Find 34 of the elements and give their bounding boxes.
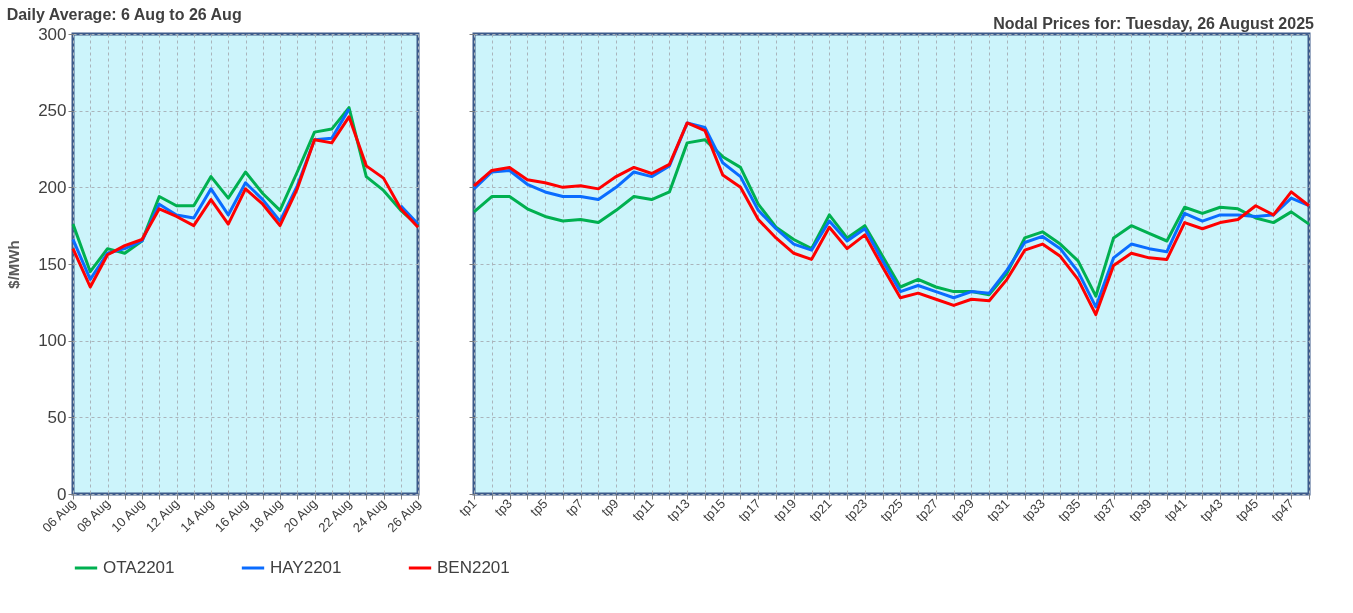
y-tick-label: 300 — [38, 24, 67, 44]
x-tick-label: tp45 — [1232, 495, 1262, 525]
legend-label: HAY2201 — [270, 558, 342, 577]
x-tick-label: tp7 — [562, 495, 587, 520]
x-tick-label: tp39 — [1126, 495, 1155, 525]
x-tick-label: tp15 — [699, 495, 729, 525]
x-tick-label: tp31 — [983, 495, 1013, 525]
x-tick-label: tp33 — [1019, 495, 1048, 525]
legend-label: OTA2201 — [103, 558, 175, 577]
x-tick-label: tp23 — [841, 495, 871, 525]
chart-title: Nodal Prices for: Tuesday, 26 August 2025 — [993, 14, 1315, 32]
y-axis-title: $/MWh — [5, 240, 23, 289]
y-tick-label: 150 — [38, 254, 67, 274]
x-tick-label: tp29 — [948, 495, 977, 525]
x-tick-label: tp21 — [806, 495, 835, 525]
x-tick-label: tp9 — [598, 495, 622, 520]
x-tick-label: tp11 — [629, 495, 658, 524]
chart-title: Daily Average: 6 Aug to 26 Aug — [6, 6, 242, 23]
legend-label: BEN2201 — [437, 558, 510, 577]
x-tick-label: tp13 — [664, 495, 693, 525]
y-tick-label: 50 — [47, 407, 67, 427]
x-tick-label: tp37 — [1090, 495, 1120, 525]
y-tick-label: 100 — [38, 331, 67, 351]
x-tick-label: tp19 — [770, 495, 800, 525]
x-tick-label: tp1 — [456, 495, 480, 520]
x-tick-label: tp43 — [1197, 495, 1226, 525]
x-tick-label: tp3 — [491, 495, 515, 520]
y-tick-label: 0 — [57, 484, 67, 504]
x-tick-label: tp25 — [877, 495, 906, 525]
x-tick-label: tp5 — [527, 495, 551, 520]
x-tick-label: tp35 — [1054, 495, 1084, 525]
x-tick-label: tp41 — [1161, 495, 1191, 525]
y-tick-label: 250 — [38, 101, 67, 121]
y-tick-label: 200 — [38, 177, 67, 197]
